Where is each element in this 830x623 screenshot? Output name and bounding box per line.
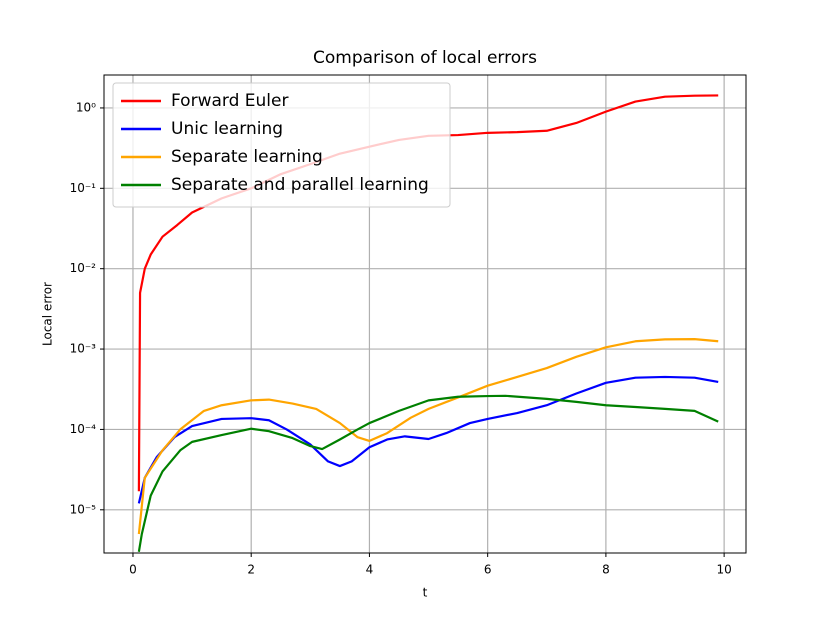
y-tick-label: 10⁻²	[70, 261, 97, 275]
series-line	[137, 338, 719, 535]
x-tick-label: 6	[484, 563, 492, 577]
y-tick-label: 10⁰	[76, 100, 96, 114]
legend-label: Separate learning	[171, 147, 323, 167]
legend-label: Forward Euler	[171, 91, 288, 111]
x-tick-label: 0	[129, 563, 137, 577]
legend-box	[112, 82, 451, 208]
plot-frame	[103, 74, 747, 554]
chart-title: Comparison of local errors	[313, 48, 537, 68]
series-line	[137, 375, 719, 504]
y-tick-label: 10⁻⁴	[70, 422, 97, 436]
legend-label: Separate and parallel learning	[171, 175, 429, 195]
x-tick-label: 10	[716, 563, 731, 577]
y-tick-label: 10⁻¹	[70, 181, 97, 195]
y-tick-label: 10⁻³	[70, 342, 97, 356]
y-axis-label: Local error	[41, 282, 55, 346]
x-tick-label: 4	[366, 563, 374, 577]
x-tick-label: 8	[602, 563, 610, 577]
x-tick-label: 2	[247, 563, 255, 577]
series-line	[137, 394, 719, 552]
x-axis-label: t	[423, 586, 428, 600]
y-tick-label: 10⁻⁵	[70, 502, 97, 516]
legend-label: Unic learning	[171, 119, 283, 139]
